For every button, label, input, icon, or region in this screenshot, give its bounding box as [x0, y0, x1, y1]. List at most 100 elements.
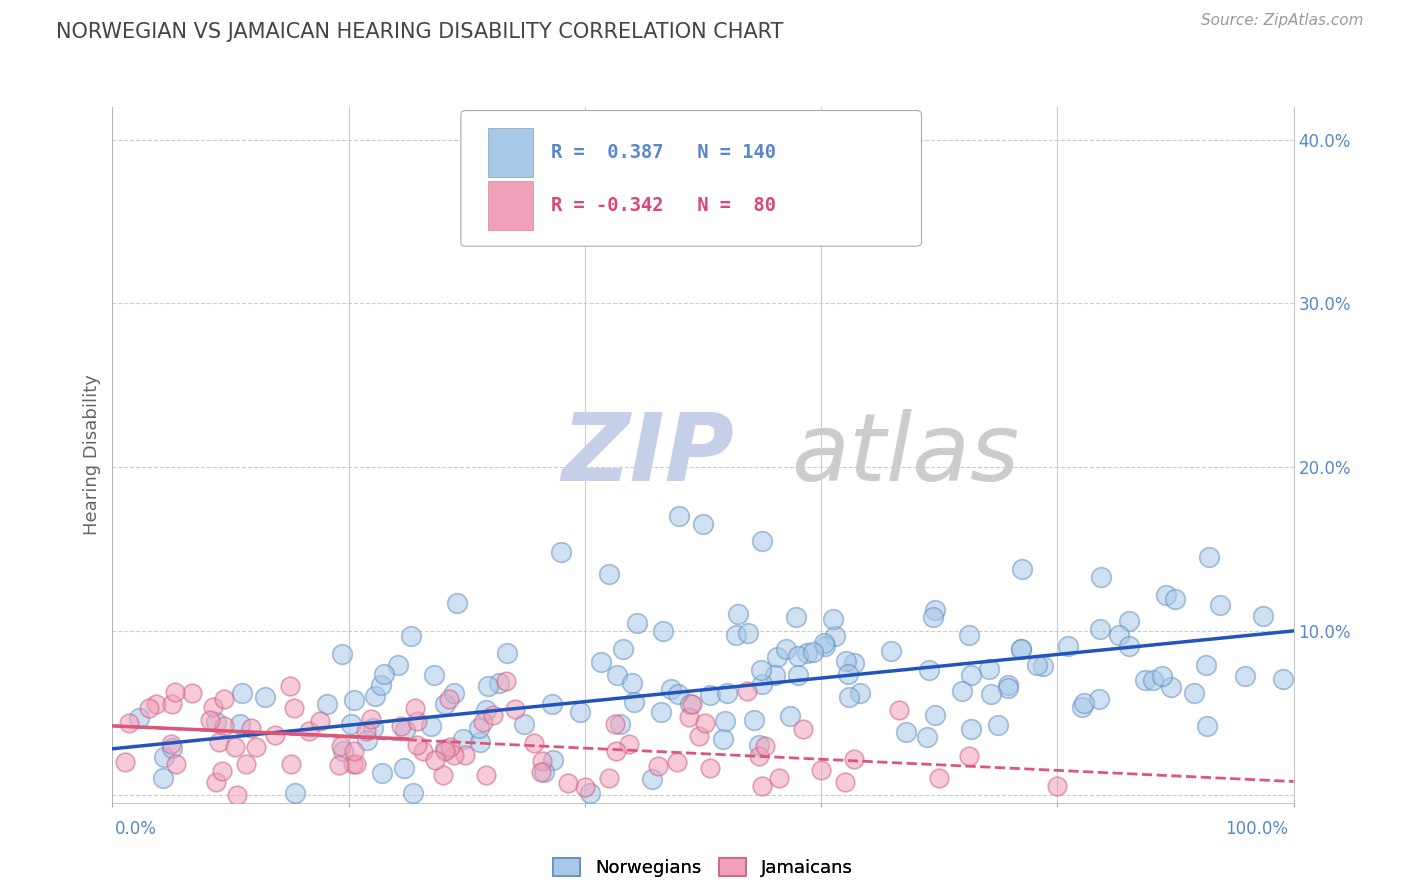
Point [423, 667, 446, 681]
Point [842, 752, 865, 766]
Point [1142, 673, 1164, 687]
Point [453, 748, 475, 763]
Point [360, 712, 382, 726]
Point [432, 768, 454, 782]
Point [541, 698, 564, 712]
Point [1011, 562, 1033, 576]
Point [609, 716, 631, 731]
Point [699, 688, 721, 702]
Point [446, 596, 468, 610]
Point [1025, 657, 1047, 672]
Point [284, 786, 307, 800]
Point [406, 714, 429, 728]
Point [699, 761, 721, 775]
Point [626, 616, 648, 631]
Point [1118, 639, 1140, 653]
Point [439, 739, 461, 754]
Point [342, 757, 364, 772]
Point [212, 718, 235, 732]
Point [138, 701, 160, 715]
Point [389, 718, 412, 732]
Point [160, 698, 183, 712]
Point [848, 686, 870, 700]
Point [482, 707, 505, 722]
Legend: Norwegians, Jamaicans: Norwegians, Jamaicans [546, 850, 860, 884]
Point [1010, 642, 1032, 657]
Point [928, 771, 950, 785]
Point [1118, 615, 1140, 629]
Point [569, 705, 592, 719]
Point [775, 641, 797, 656]
Text: R = -0.342   N =  80: R = -0.342 N = 80 [551, 196, 776, 215]
Point [1090, 570, 1112, 584]
Point [768, 771, 790, 785]
Point [606, 668, 628, 682]
Point [283, 701, 305, 715]
Point [980, 687, 1002, 701]
Point [531, 754, 554, 768]
Point [579, 786, 602, 800]
FancyBboxPatch shape [488, 128, 533, 177]
Point [716, 686, 738, 700]
Point [922, 609, 945, 624]
Point [603, 716, 626, 731]
Point [842, 656, 865, 670]
Point [160, 741, 183, 756]
Point [550, 545, 572, 559]
Point [394, 723, 416, 737]
Point [725, 628, 748, 642]
Point [835, 654, 858, 668]
Point [343, 693, 366, 707]
Point [824, 629, 846, 643]
Point [711, 731, 734, 746]
FancyBboxPatch shape [461, 111, 921, 246]
Point [896, 724, 918, 739]
Point [598, 771, 620, 785]
Point [1088, 692, 1111, 706]
Point [814, 639, 837, 653]
FancyBboxPatch shape [488, 181, 533, 230]
Point [387, 658, 409, 673]
Point [651, 624, 673, 639]
Point [957, 627, 980, 641]
Point [468, 735, 491, 749]
Point [419, 719, 441, 733]
Point [342, 744, 364, 758]
Point [640, 772, 662, 786]
Text: Source: ZipAtlas.com: Source: ZipAtlas.com [1201, 13, 1364, 29]
Point [533, 765, 555, 780]
Point [666, 687, 689, 701]
Point [523, 736, 546, 750]
Point [152, 749, 174, 764]
Point [714, 714, 737, 728]
Point [997, 678, 1019, 692]
Point [245, 739, 267, 754]
Point [474, 768, 496, 782]
Point [678, 710, 700, 724]
Point [443, 747, 465, 762]
Point [128, 711, 150, 725]
Point [468, 721, 491, 735]
Point [617, 737, 640, 751]
Point [402, 786, 425, 800]
Point [748, 738, 770, 752]
Point [918, 663, 941, 677]
Point [751, 677, 773, 691]
Y-axis label: Hearing Disability: Hearing Disability [83, 375, 101, 535]
Point [165, 685, 187, 699]
Point [1251, 609, 1274, 624]
Point [201, 700, 224, 714]
Point [766, 649, 789, 664]
Point [1272, 672, 1295, 686]
Point [433, 743, 456, 757]
Point [737, 625, 759, 640]
Point [181, 686, 204, 700]
Point [688, 730, 710, 744]
Point [235, 756, 257, 771]
Point [810, 763, 832, 777]
Point [437, 692, 460, 706]
Point [1057, 639, 1080, 653]
Point [330, 647, 353, 661]
Point [263, 728, 285, 742]
Point [371, 766, 394, 780]
